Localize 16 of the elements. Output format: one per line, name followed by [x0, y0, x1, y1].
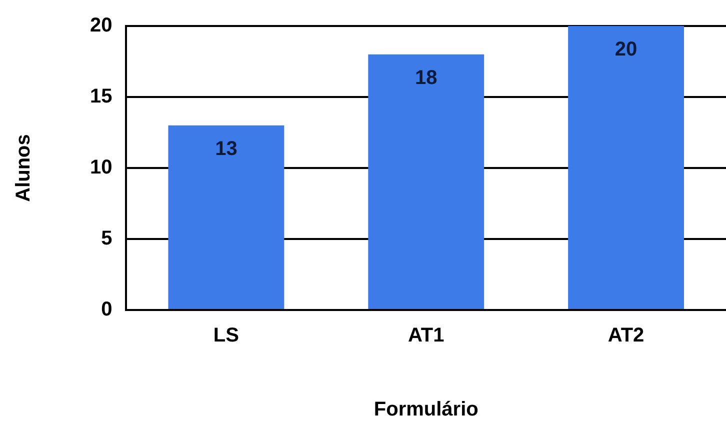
bar: [168, 125, 284, 309]
x-tick-label: LS: [213, 324, 239, 347]
x-tick-label: AT2: [608, 324, 644, 347]
bar: [368, 54, 484, 309]
y-axis-title: Alunos: [12, 134, 35, 202]
x-axis-title: Formulário: [374, 398, 478, 421]
data-label: 20: [614, 38, 638, 61]
y-tick-label: 5: [101, 228, 112, 250]
bar: [568, 26, 684, 309]
x-tick-label: AT1: [408, 324, 444, 347]
y-tick-label: 10: [90, 156, 112, 179]
data-label: 13: [215, 138, 238, 160]
y-tick-label: 20: [90, 14, 112, 37]
y-tick-label: 0: [101, 298, 112, 321]
data-label: 18: [415, 66, 438, 89]
y-tick-label: 15: [90, 86, 112, 108]
